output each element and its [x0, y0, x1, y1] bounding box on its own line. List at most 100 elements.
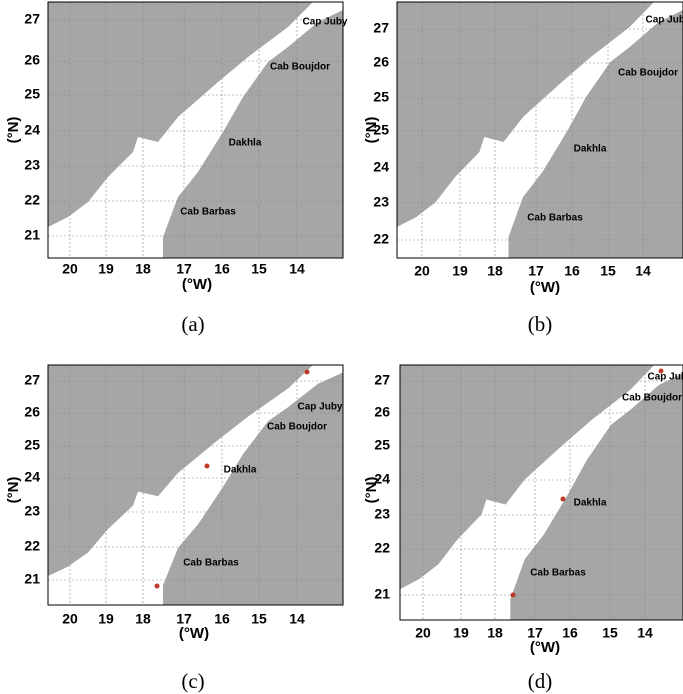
y-tick-label: 26	[24, 52, 40, 68]
x-tick-label: 16	[562, 625, 578, 641]
x-tick-label: 20	[62, 611, 78, 627]
place-label: Cab Boujdor	[267, 422, 327, 433]
map-frame	[396, 1, 683, 259]
place-label: Cap Juby	[302, 17, 347, 28]
place-label: Cab Barbas	[180, 207, 236, 218]
site-marker	[154, 583, 160, 589]
y-tick-label: 24	[24, 469, 40, 485]
y-axis-label: (°N)	[5, 117, 22, 144]
x-tick-label: 15	[251, 261, 267, 277]
x-tick-label: 16	[214, 611, 230, 627]
place-label: Dakhla	[574, 498, 607, 509]
y-tick-label: 24	[24, 122, 40, 138]
panel-caption: (d)	[528, 669, 553, 693]
y-tick-label: 22	[373, 231, 389, 247]
sea	[397, 2, 683, 258]
y-tick-label: 25	[373, 122, 389, 138]
y-tick-label: 27	[24, 372, 40, 388]
y-tick-label: 21	[374, 586, 390, 602]
x-tick-label: 17	[528, 263, 544, 279]
map-frame	[47, 364, 344, 606]
y-tick-label: 23	[24, 503, 40, 519]
place-label: Dakhla	[229, 138, 262, 149]
y-tick-label: 26	[373, 54, 389, 70]
y-tick-label: 25	[373, 89, 389, 105]
x-tick-label: 16	[564, 263, 580, 279]
y-tick-label: 23	[24, 157, 40, 173]
y-tick-label: 22	[24, 538, 40, 554]
x-tick-label: 17	[176, 261, 192, 277]
x-tick-label: 18	[487, 263, 503, 279]
x-tick-label: 15	[602, 625, 618, 641]
sea	[48, 365, 343, 605]
y-tick-label: 25	[374, 437, 390, 453]
x-tick-label: 20	[62, 261, 78, 277]
place-label: Cab Barbas	[183, 558, 239, 569]
map-panel: 20 19 18 17 16 15 14 27 26 25 24 23 22 21 Cap Juby Cab …	[5, 1, 348, 336]
x-tick-label: 20	[415, 625, 431, 641]
x-axis-label: (°W)	[182, 276, 212, 293]
y-tick-label: 21	[24, 571, 40, 587]
x-axis-label: (°W)	[179, 625, 209, 642]
place-label: Dakhla	[574, 144, 607, 155]
y-tick-label: 23	[374, 506, 390, 522]
map-panel: 20 19 18 17 16 15 14 27 26 25 24 23 22 21 Cap Juby Cab …	[5, 364, 344, 693]
y-axis-label: (°N)	[363, 477, 380, 504]
x-tick-label: 15	[251, 611, 267, 627]
x-tick-label: 19	[453, 625, 469, 641]
site-marker	[304, 369, 310, 375]
place-label: Cab Boujdor	[270, 62, 330, 73]
y-tick-label: 25	[24, 437, 40, 453]
x-axis-label: (°W)	[530, 639, 560, 656]
x-tick-label: 19	[452, 263, 468, 279]
y-tick-label: 27	[24, 11, 40, 27]
y-tick-label: 25	[24, 86, 40, 102]
y-tick-label: 23	[373, 194, 389, 210]
y-axis-label: (°N)	[363, 117, 380, 144]
y-tick-label: 26	[24, 404, 40, 420]
y-tick-label: 27	[373, 20, 389, 36]
y-tick-label: 21	[24, 227, 40, 243]
place-label: Dakhla	[224, 465, 257, 476]
site-marker	[560, 496, 566, 502]
y-tick-label: 26	[374, 404, 390, 420]
x-tick-label: 20	[414, 263, 430, 279]
sea	[400, 365, 683, 620]
x-tick-label: 17	[527, 625, 543, 641]
map-panel: 20 19 18 17 16 15 14 27 26 25 25 24 23 22 Cap Juby Cab …	[363, 1, 683, 336]
x-tick-label: 19	[98, 261, 114, 277]
x-axis-label: (°W)	[530, 279, 560, 296]
x-tick-label: 15	[600, 263, 616, 279]
y-tick-label: 24	[373, 159, 389, 175]
x-tick-label: 18	[135, 611, 151, 627]
site-marker	[658, 368, 664, 374]
panel-caption: (a)	[181, 312, 204, 336]
place-label: Cab Boujdor	[618, 68, 678, 79]
place-label: Cab Barbas	[527, 213, 583, 224]
site-marker	[510, 592, 516, 598]
x-tick-label: 14	[289, 261, 305, 277]
site-marker	[204, 463, 210, 469]
x-tick-label: 14	[289, 611, 305, 627]
place-label: Cab Barbas	[530, 568, 586, 579]
place-label: Cap Juby	[645, 15, 683, 26]
x-tick-label: 19	[98, 611, 114, 627]
x-tick-label: 14	[637, 625, 653, 641]
x-tick-label: 17	[176, 611, 192, 627]
map-frame	[47, 1, 344, 259]
y-tick-label: 22	[374, 540, 390, 556]
y-tick-label: 22	[24, 192, 40, 208]
x-tick-label: 18	[487, 625, 503, 641]
x-tick-label: 18	[135, 261, 151, 277]
sea	[48, 2, 343, 258]
place-label: Cab Boujdor	[622, 393, 682, 404]
panel-caption: (b)	[528, 312, 553, 336]
map-frame	[399, 364, 683, 621]
x-tick-label: 14	[635, 263, 651, 279]
panel-caption: (c)	[181, 669, 204, 693]
y-axis-label: (°N)	[5, 477, 22, 504]
y-tick-label: 24	[374, 471, 390, 487]
x-tick-label: 16	[214, 261, 230, 277]
y-tick-label: 27	[374, 372, 390, 388]
